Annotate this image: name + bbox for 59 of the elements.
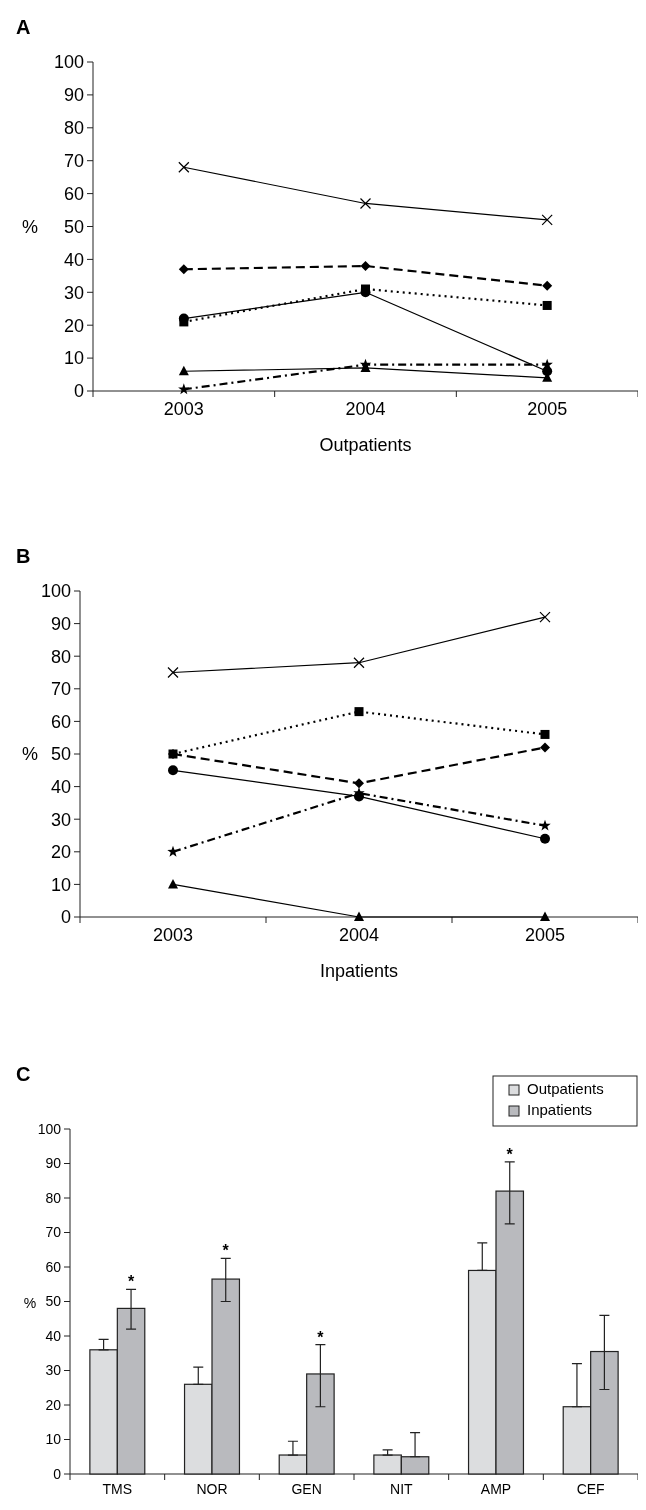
y-tick-label: 50	[45, 1293, 62, 1310]
y-tick-label: 60	[63, 183, 84, 204]
y-tick-label: 90	[45, 1155, 62, 1172]
y-tick-label: 80	[45, 1189, 62, 1206]
x-tick-label: GEN	[291, 1481, 322, 1497]
y-tick-label: 10	[50, 874, 71, 895]
x-tick-label: NOR	[196, 1481, 228, 1497]
y-tick-label: 40	[63, 249, 84, 270]
y-tick-label: 100	[37, 1120, 62, 1137]
y-tick-label: 50	[50, 744, 71, 765]
y-tick-label: 10	[45, 1431, 62, 1448]
y-tick-label: 70	[45, 1224, 62, 1241]
annotation: *	[222, 1242, 230, 1260]
y-tick-label: 30	[63, 282, 84, 303]
y-tick-label: 30	[50, 809, 71, 830]
y-axis-title: %	[23, 1294, 37, 1311]
y-tick-label: 70	[50, 679, 71, 700]
annotation: *	[506, 1145, 514, 1163]
y-tick-label: 20	[63, 315, 84, 336]
legend-label: Outpatients	[527, 1080, 604, 1097]
legend-label: Inpatients	[527, 1101, 593, 1118]
y-tick-label: 80	[50, 646, 71, 667]
x-tick-label: 2003	[152, 925, 194, 945]
x-axis-title: Outpatients	[319, 435, 412, 455]
x-tick-label: NIT	[390, 1481, 414, 1497]
y-tick-label: 30	[45, 1362, 62, 1379]
y-tick-label: 0	[60, 907, 71, 928]
x-tick-label: AMP	[480, 1481, 512, 1497]
x-tick-label: 2003	[163, 399, 204, 419]
x-tick-label: 2004	[345, 399, 386, 419]
y-tick-label: 80	[63, 118, 84, 139]
y-tick-label: 0	[73, 381, 84, 402]
y-tick-label: 0	[53, 1465, 62, 1482]
y-tick-label: 20	[50, 842, 71, 863]
y-tick-label: 40	[45, 1327, 62, 1344]
y-tick-label: 50	[63, 216, 84, 237]
chart-title: B	[16, 545, 31, 567]
y-tick-label: 70	[63, 151, 84, 171]
chart-title: A	[16, 16, 31, 38]
y-tick-label: 90	[63, 85, 84, 106]
y-axis-title: %	[21, 216, 39, 237]
y-tick-label: 10	[63, 348, 84, 369]
y-tick-label: 60	[50, 711, 71, 732]
y-tick-label: 20	[45, 1396, 62, 1413]
chart-title: C	[16, 1063, 31, 1085]
x-tick-label: 2004	[338, 925, 380, 945]
y-tick-label: 90	[50, 613, 71, 634]
x-tick-label: 2005	[527, 399, 568, 419]
y-tick-label: 100	[40, 581, 71, 602]
x-tick-label: TMS	[102, 1481, 133, 1497]
y-axis-title: %	[21, 744, 39, 764]
y-tick-label: 40	[50, 776, 71, 797]
annotation: *	[127, 1273, 135, 1291]
x-axis-title: Inpatients	[319, 961, 399, 981]
annotation: *	[317, 1328, 325, 1346]
y-tick-label: 100	[53, 52, 84, 73]
y-tick-label: 60	[45, 1258, 62, 1275]
x-tick-label: 2005	[524, 925, 566, 945]
x-tick-label: CEF	[576, 1481, 605, 1497]
